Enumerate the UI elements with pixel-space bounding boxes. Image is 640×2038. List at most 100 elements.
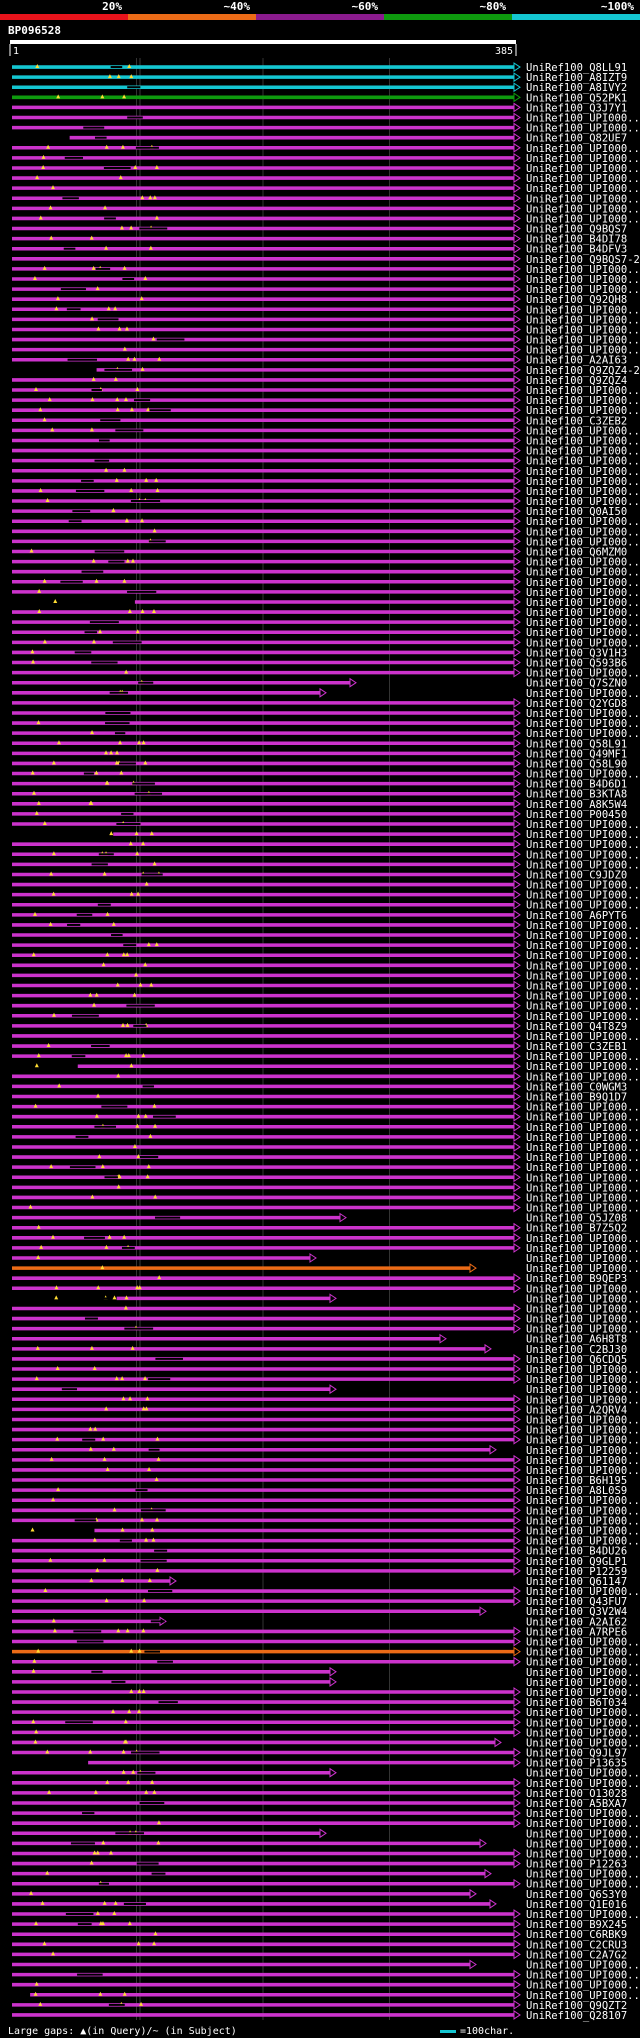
hit-arrow (329, 1293, 337, 1304)
hit-arrow (349, 677, 357, 688)
query-gap-marker (120, 1376, 125, 1381)
query-gap-marker (112, 1911, 117, 1916)
query-gap-marker (140, 609, 145, 614)
hit-arrow (513, 284, 521, 295)
query-gap-marker (34, 810, 39, 815)
hit-arrow (513, 758, 521, 769)
query-gap-marker (124, 669, 129, 674)
hit-arrow (513, 1061, 521, 1072)
hit-arrow (513, 1626, 521, 1637)
hit-label: UniRef100_UPI000... (526, 829, 640, 841)
query-gap-marker (112, 1507, 117, 1512)
hit-label: UniRef100_B4DFV3 (526, 244, 627, 256)
hit-arrow (494, 1737, 502, 1748)
hit-arrow (513, 385, 521, 395)
hit-arrow (513, 839, 521, 850)
hit-arrow (513, 970, 521, 981)
hit-label: UniRef100_C0WGM3 (526, 1081, 627, 1093)
hit-arrow (513, 697, 521, 708)
hit-arrow (513, 627, 521, 638)
query-gap-marker (38, 487, 43, 492)
query-gap-marker (130, 558, 135, 563)
query-gap-marker (155, 1517, 160, 1522)
hit-label: UniRef100_UPI000... (526, 940, 640, 952)
hit-arrow (329, 1676, 337, 1687)
query-gap-marker (114, 1376, 119, 1381)
hit-arrow (513, 607, 521, 617)
query-gap-marker (94, 578, 99, 583)
hit-label: UniRef100_UPI000... (526, 1879, 640, 1891)
query-gap-marker (30, 1527, 35, 1532)
hit-label: UniRef100_UPI000... (526, 1435, 640, 1447)
hit-arrow (513, 1727, 521, 1738)
query-gap-marker (120, 144, 125, 149)
hit-label: UniRef100_UPI000... (526, 264, 640, 276)
hit-arrow (469, 1263, 477, 1274)
hit-label: UniRef100_UPI000... (526, 607, 640, 619)
query-gap-marker (141, 1053, 146, 1058)
hit-arrow (513, 738, 521, 749)
hit-arrow (469, 1959, 477, 1970)
hit-label: UniRef100_Q593B6 (526, 658, 627, 670)
hit-label: UniRef100_UPI000... (526, 1909, 640, 1921)
hit-label: UniRef100_UPI000... (526, 950, 640, 962)
query-gap-marker (31, 1719, 36, 1724)
hit-arrow (513, 1596, 521, 1607)
hit-arrow (513, 1031, 521, 1041)
query-gap-marker (129, 1648, 134, 1653)
query-gap-marker (133, 164, 138, 169)
hit-arrow (513, 1101, 521, 1112)
query-gap-marker (135, 1285, 140, 1290)
hit-label: UniRef100_UPI000... (526, 1495, 640, 1507)
query-gap-marker (35, 175, 40, 180)
hit-arrow (513, 465, 521, 476)
query-gap-marker (121, 1769, 126, 1774)
hit-label: UniRef100_UPI000... (526, 1667, 640, 1679)
query-gap-marker (137, 1688, 142, 1693)
query-gap-marker (127, 609, 132, 614)
hit-label: UniRef100_UPI000... (526, 1828, 640, 1840)
hit-arrow (513, 748, 521, 759)
query-gap-marker (31, 659, 36, 664)
hit-label: UniRef100_A8IZT9 (526, 72, 627, 84)
legend-label: ~100% (601, 0, 634, 13)
query-gap-marker (32, 1658, 37, 1663)
hit-arrow (513, 1999, 521, 2010)
query-gap-marker (125, 952, 130, 957)
hit-label: UniRef100_UPI000... (526, 1394, 640, 1406)
query-gap-marker (151, 336, 156, 341)
hit-label: UniRef100_UPI000... (526, 930, 640, 942)
query-gap-marker (41, 154, 46, 159)
hit-arrow (309, 1253, 317, 1263)
hit-label: UniRef100_UPI000... (526, 284, 640, 296)
hit-label: UniRef100_C6RBK9 (526, 1929, 627, 1941)
query-gap-marker (105, 1466, 110, 1471)
query-gap-marker (115, 397, 120, 402)
query-gap-marker (141, 1628, 146, 1633)
hit-arrow (513, 1202, 521, 1213)
query-gap-marker (36, 1053, 41, 1058)
hit-label: UniRef100_UPI000... (526, 1112, 640, 1124)
hit-arrow (513, 556, 521, 567)
hit-arrow (329, 1384, 337, 1395)
hit-label: UniRef100_UPI000... (526, 1011, 640, 1023)
query-gap-marker (34, 1981, 39, 1986)
query-gap-marker (130, 1345, 135, 1350)
hit-arrow (513, 142, 521, 153)
hit-label: UniRef100_A6PYT6 (526, 910, 627, 922)
hit-label: UniRef100_Q9QZT2 (526, 2000, 627, 2012)
hit-arrow (513, 1283, 521, 1294)
hit-label: UniRef100_B3KTA8 (526, 789, 627, 801)
query-gap-marker (135, 387, 140, 392)
query-gap-marker (127, 1709, 132, 1714)
hit-arrow (513, 1919, 521, 1930)
hit-label: UniRef100_UPI000... (526, 1001, 640, 1013)
hit-arrow (513, 455, 521, 466)
query-gap-marker (114, 760, 119, 765)
hit-arrow (513, 1364, 521, 1374)
query-gap-marker (106, 306, 111, 311)
query-gap-marker (122, 1991, 127, 1996)
hit-label: UniRef100_UPI000... (526, 385, 640, 397)
hit-label: UniRef100_UPI000... (526, 123, 640, 135)
